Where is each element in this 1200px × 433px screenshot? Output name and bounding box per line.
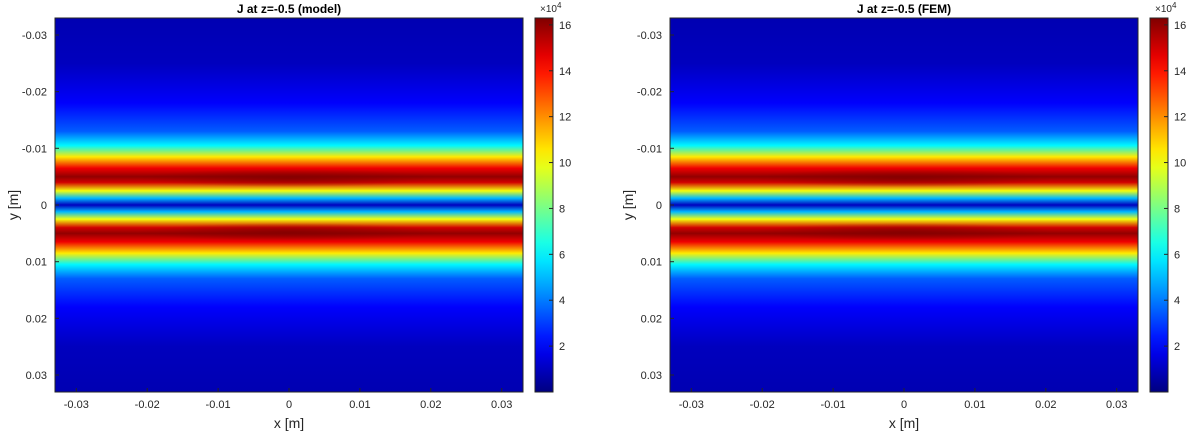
x-tick-label: 0.02 bbox=[1035, 399, 1056, 411]
panel-fem: J at z=-0.5 (FEM) bbox=[620, 1, 1186, 431]
x-ticks: -0.03 -0.02 -0.01 0 0.01 0.02 0.03 bbox=[679, 388, 1127, 411]
colorbar-ramp bbox=[534, 17, 554, 393]
x-axis-label: x [m] bbox=[274, 415, 304, 431]
colorbar-tick-label: 2 bbox=[1174, 341, 1180, 353]
x-tick-label: 0 bbox=[901, 399, 907, 411]
heatmap-peak-lower bbox=[139, 223, 439, 241]
y-tick-label: 0 bbox=[41, 200, 47, 212]
colorbar-tick-label: 8 bbox=[1174, 203, 1180, 215]
colorbar-tick-label: 8 bbox=[559, 203, 565, 215]
colorbar-tick-label: 6 bbox=[559, 249, 565, 261]
heatmap-peak-upper bbox=[754, 169, 1054, 187]
colorbar-tick-label: 10 bbox=[559, 158, 571, 170]
x-tick-label: -0.01 bbox=[206, 399, 231, 411]
colorbar-tick-label: 4 bbox=[1174, 295, 1180, 307]
y-tick-label: -0.03 bbox=[637, 30, 662, 42]
heatmap-area bbox=[670, 18, 1138, 392]
y-tick-label: -0.01 bbox=[637, 143, 662, 155]
y-tick-label: 0.03 bbox=[26, 370, 47, 382]
heatmap-area bbox=[55, 18, 523, 392]
y-tick-label: 0.02 bbox=[641, 313, 662, 325]
heatmap-peak-lower bbox=[754, 223, 1054, 241]
heatmap-field bbox=[670, 18, 1138, 392]
x-tick-label: -0.02 bbox=[135, 399, 160, 411]
colorbar-multiplier: ×104 bbox=[540, 1, 562, 15]
colorbar-multiplier: ×104 bbox=[1155, 1, 1177, 15]
colorbar-tick-label: 12 bbox=[559, 112, 571, 124]
y-tick-label: -0.01 bbox=[22, 143, 47, 155]
x-ticks: -0.03 -0.02 -0.01 0 0.01 0.02 0.03 bbox=[64, 388, 512, 411]
y-ticks: -0.03 -0.02 -0.01 0 0.01 0.02 0.03 bbox=[22, 30, 59, 382]
y-tick-label: 0.01 bbox=[26, 257, 47, 269]
colorbar-ticks: 2 4 6 8 10 12 14 16 bbox=[549, 20, 571, 353]
y-tick-label: 0.02 bbox=[26, 313, 47, 325]
x-tick-label: 0.03 bbox=[1106, 399, 1127, 411]
colorbar-tick-label: 14 bbox=[559, 66, 571, 78]
heatmap-field bbox=[55, 18, 523, 392]
colorbar-multiplier-exp: 4 bbox=[1172, 1, 1177, 10]
panel-model: J at z=-0.5 (model) bbox=[5, 1, 571, 431]
y-axis-label: y [m] bbox=[620, 190, 636, 220]
y-tick-label: -0.02 bbox=[22, 87, 47, 99]
x-tick-label: 0.03 bbox=[491, 399, 512, 411]
colorbar-tick-label: 6 bbox=[1174, 249, 1180, 261]
x-tick-label: 0.02 bbox=[420, 399, 441, 411]
x-tick-label: -0.02 bbox=[750, 399, 775, 411]
colorbar-multiplier-base: ×10 bbox=[1155, 4, 1172, 15]
y-tick-label: -0.02 bbox=[637, 87, 662, 99]
colorbar-multiplier-exp: 4 bbox=[557, 1, 562, 10]
colorbar-tick-label: 16 bbox=[559, 20, 571, 32]
y-tick-label: 0 bbox=[656, 200, 662, 212]
heatmap-peak-upper bbox=[139, 169, 439, 187]
colorbar-ticks: 2 4 6 8 10 12 14 16 bbox=[1164, 20, 1186, 353]
y-ticks: -0.03 -0.02 -0.01 0 0.01 0.02 0.03 bbox=[637, 30, 674, 382]
chart-title: J at z=-0.5 (model) bbox=[237, 2, 341, 16]
y-tick-label: 0.01 bbox=[641, 257, 662, 269]
y-axis-label: y [m] bbox=[5, 190, 21, 220]
colorbar-tick-label: 14 bbox=[1174, 66, 1186, 78]
x-tick-label: 0 bbox=[286, 399, 292, 411]
y-tick-label: -0.03 bbox=[22, 30, 47, 42]
x-axis-label: x [m] bbox=[889, 415, 919, 431]
chart-title: J at z=-0.5 (FEM) bbox=[857, 2, 951, 16]
colorbar-tick-label: 16 bbox=[1174, 20, 1186, 32]
colorbar-tick-label: 10 bbox=[1174, 158, 1186, 170]
x-tick-label: 0.01 bbox=[349, 399, 370, 411]
x-tick-label: -0.01 bbox=[821, 399, 846, 411]
colorbar-ramp bbox=[1149, 17, 1169, 393]
colorbar-tick-label: 2 bbox=[559, 341, 565, 353]
x-tick-label: 0.01 bbox=[964, 399, 985, 411]
colorbar-tick-label: 4 bbox=[559, 295, 565, 307]
colorbar-tick-label: 12 bbox=[1174, 112, 1186, 124]
x-tick-label: -0.03 bbox=[64, 399, 89, 411]
y-tick-label: 0.03 bbox=[641, 370, 662, 382]
colorbar-multiplier-base: ×10 bbox=[540, 4, 557, 15]
x-tick-label: -0.03 bbox=[679, 399, 704, 411]
